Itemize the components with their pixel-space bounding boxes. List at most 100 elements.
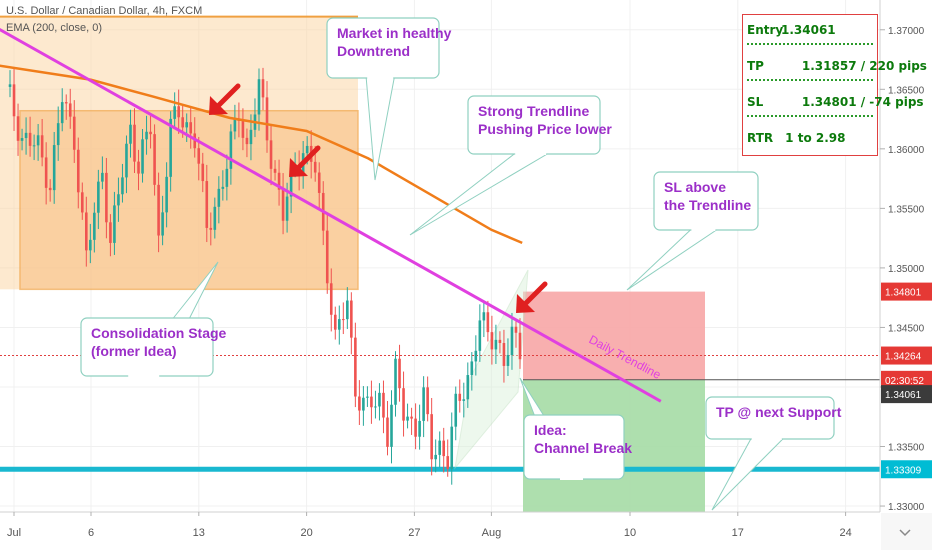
- trade-info-box: Entry1.34061 TP 1.31857 / 220 pips SL 1.…: [742, 14, 927, 156]
- candle-body: [458, 393, 462, 401]
- price-tick-label: 1.33000: [888, 502, 925, 513]
- price-label-text: 1.34061: [885, 390, 922, 401]
- candle-body: [494, 339, 498, 350]
- candle-body: [474, 350, 478, 362]
- candle-body: [213, 206, 217, 230]
- candle-body: [462, 399, 466, 401]
- candle-body: [329, 283, 333, 315]
- market-healthy-callout-text-0: Market in healthy: [337, 25, 452, 41]
- consolidation-callout-text-1: (former Idea): [91, 343, 177, 359]
- daily-trendline: [0, 27, 662, 403]
- candle-body: [68, 103, 72, 117]
- candle-body: [289, 168, 293, 197]
- candle-body: [434, 454, 437, 460]
- candle-body: [20, 138, 24, 141]
- candle-body: [285, 196, 289, 221]
- time-tick-label: 10: [624, 527, 636, 539]
- candle-body: [446, 456, 450, 469]
- time-tick-label: 27: [408, 527, 420, 539]
- candle-body: [209, 227, 213, 230]
- candle-body: [358, 396, 361, 411]
- price-label-badge: [881, 282, 932, 301]
- price-label-badge: [881, 385, 932, 404]
- candle-body: [149, 131, 152, 135]
- price-channel: [454, 269, 529, 470]
- candle-body: [342, 319, 345, 321]
- strong-trendline-callout-text-1: Pushing Price lower: [478, 121, 612, 137]
- candle-body: [337, 319, 341, 330]
- time-tick-label: 17: [732, 527, 744, 539]
- candle-body: [80, 192, 84, 213]
- consolidation-callout-text-0: Consolidation Stage: [91, 325, 227, 341]
- sl-above-callout-text-1: the Trendline: [664, 197, 751, 213]
- candle-body: [478, 320, 482, 351]
- price-tick-label: 1.36000: [888, 145, 925, 156]
- candle-body: [394, 358, 397, 405]
- candle-body: [354, 337, 357, 397]
- candle-body: [249, 129, 253, 145]
- candle-body: [490, 332, 494, 350]
- rtr-value: 1 to 2.98: [781, 131, 846, 145]
- rtr-row: RTR 1 to 2.98: [747, 125, 873, 151]
- candle-body: [514, 326, 518, 333]
- candle-body: [418, 420, 421, 437]
- candle-body: [498, 339, 502, 343]
- price-tick-label: 1.33500: [888, 443, 925, 454]
- sl-above-callout-text-0: SL above: [664, 179, 726, 195]
- candle-body: [177, 106, 180, 118]
- candle-body: [97, 181, 100, 213]
- rtr-key: RTR: [747, 131, 774, 145]
- sl-row: SL 1.34801 / -74 pips: [747, 89, 924, 117]
- time-tick-label: 20: [300, 527, 312, 539]
- time-tick-label: Jul: [7, 527, 21, 539]
- sl-value: 1.34801 / -74 pips: [781, 95, 924, 109]
- settings-chevron-icon[interactable]: [899, 529, 911, 537]
- idea-callout-text-0: Idea:: [534, 422, 567, 438]
- candle-body: [12, 84, 16, 117]
- price-label-text: 1.34264: [885, 352, 922, 363]
- tp-key: TP: [747, 59, 764, 73]
- candle-body: [245, 137, 249, 145]
- candle-body: [346, 300, 349, 320]
- red-arrow-head: [289, 158, 308, 177]
- candle-body: [189, 122, 193, 134]
- candle-body: [450, 426, 454, 469]
- candle-body: [378, 392, 381, 407]
- candle-body: [277, 172, 281, 190]
- candle-body: [510, 326, 514, 356]
- candle-body: [317, 172, 321, 193]
- candle-body: [466, 375, 470, 400]
- time-axis-bg: [0, 512, 932, 550]
- candle-body: [44, 157, 48, 188]
- candle-body: [257, 79, 261, 115]
- candle-body: [197, 148, 201, 164]
- candle-body: [129, 124, 132, 144]
- candle-body: [333, 314, 337, 330]
- candle-body: [398, 358, 401, 389]
- symbol-title: U.S. Dollar / Canadian Dollar, 4h, FXCM: [6, 5, 203, 17]
- time-tick-label: Aug: [482, 527, 502, 539]
- candle-body: [113, 205, 116, 243]
- candle-body: [261, 79, 265, 98]
- price-label-badge: [881, 370, 932, 389]
- candle-body: [32, 145, 36, 147]
- tp-row: TP 1.31857 / 220 pips: [747, 53, 927, 81]
- candle-body: [269, 140, 273, 169]
- idea-callout-text-1: Channel Break: [534, 440, 632, 456]
- market-healthy-callout-text-1: Downtrend: [337, 43, 410, 59]
- candle-body: [161, 212, 164, 236]
- candle-body: [137, 161, 140, 174]
- candle-body: [8, 84, 12, 87]
- candle-body: [265, 97, 269, 141]
- candle-body: [366, 396, 369, 398]
- price-label-badge: [881, 346, 932, 365]
- candle-body: [374, 406, 377, 408]
- candle-body: [60, 102, 64, 124]
- axis-corner: [881, 513, 932, 550]
- candle-body: [133, 124, 136, 162]
- candle-body: [169, 118, 172, 177]
- candle-body: [438, 440, 441, 455]
- red-arrow-head: [209, 96, 228, 115]
- time-tick-label: 6: [88, 527, 94, 539]
